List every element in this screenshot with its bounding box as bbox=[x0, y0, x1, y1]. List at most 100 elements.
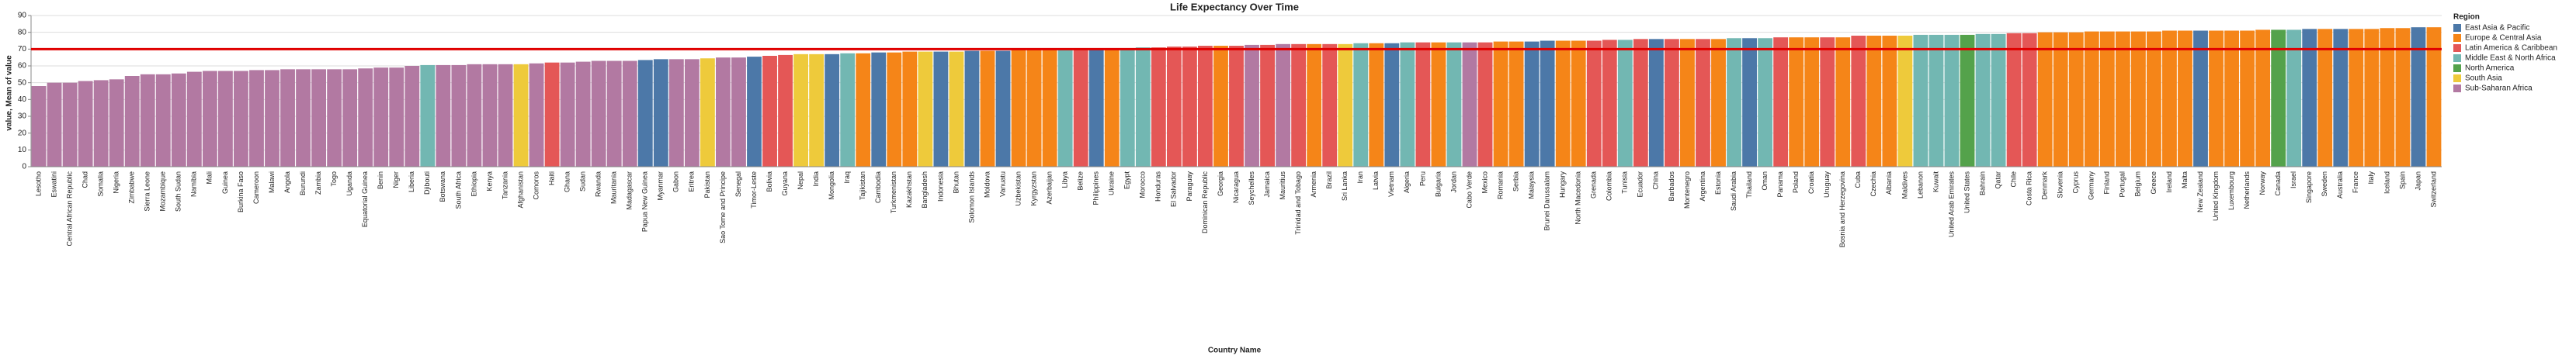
x-tick-label: Argentina bbox=[1699, 171, 1706, 202]
x-tick-label: Malawi bbox=[268, 171, 276, 193]
x-tick-label: Saudi Arabia bbox=[1730, 171, 1738, 211]
bar bbox=[1369, 43, 1384, 167]
bar bbox=[2426, 27, 2442, 167]
bar bbox=[217, 71, 233, 167]
x-tick-label: Denmark bbox=[2041, 171, 2049, 200]
bar bbox=[2084, 31, 2099, 167]
bar bbox=[155, 74, 171, 167]
bar bbox=[2130, 31, 2146, 167]
bar bbox=[78, 81, 93, 167]
x-tick-label: Estonia bbox=[1714, 171, 1722, 195]
bar bbox=[731, 57, 746, 167]
x-tick-label: Belgium bbox=[2134, 171, 2142, 197]
bar bbox=[2395, 28, 2411, 167]
x-tick-label: Sri Lanka bbox=[1341, 171, 1349, 201]
x-tick-label: Belize bbox=[1077, 171, 1085, 191]
bar bbox=[1789, 37, 1804, 167]
bar bbox=[778, 54, 793, 167]
bar bbox=[1696, 39, 1710, 167]
x-tick-label: Latvia bbox=[1372, 171, 1380, 190]
x-tick-label: Ukraine bbox=[1108, 171, 1116, 195]
bar bbox=[513, 64, 529, 167]
x-tick-label: Eswatini bbox=[50, 171, 57, 198]
bar bbox=[1026, 49, 1042, 167]
y-tick-label: 70 bbox=[18, 45, 27, 54]
x-tick-label: Kenya bbox=[485, 171, 493, 192]
x-tick-label: Germany bbox=[2088, 171, 2095, 201]
bar bbox=[871, 52, 887, 167]
x-tick-label: India bbox=[812, 171, 820, 187]
y-tick-label: 20 bbox=[18, 129, 27, 137]
x-tick-label: Spain bbox=[2398, 171, 2406, 189]
bar bbox=[1851, 36, 1866, 167]
bar bbox=[2286, 29, 2302, 167]
bar bbox=[1508, 41, 1524, 167]
x-tick-label: Ireland bbox=[2165, 171, 2173, 193]
y-tick-label: 90 bbox=[18, 12, 27, 20]
bar bbox=[995, 50, 1011, 167]
x-tick-label: Namibia bbox=[190, 171, 198, 197]
bar bbox=[186, 71, 202, 167]
x-tick-label: Mexico bbox=[1481, 171, 1488, 194]
x-tick-label: Ethiopia bbox=[470, 171, 477, 197]
x-tick-label: Oman bbox=[1761, 171, 1769, 191]
legend-swatch bbox=[2453, 24, 2461, 32]
bar bbox=[1245, 44, 1259, 167]
x-tick-label: Uruguay bbox=[1823, 171, 1831, 198]
bar bbox=[840, 53, 856, 167]
bar bbox=[637, 60, 653, 167]
x-tick-label: Equatorial Guinea bbox=[361, 171, 369, 227]
x-tick-label: Mauritius bbox=[1279, 171, 1286, 200]
x-tick-label: Ecuador bbox=[1637, 171, 1644, 198]
bar bbox=[1727, 38, 1741, 167]
bar bbox=[1711, 39, 1726, 167]
x-tick-label: Benin bbox=[377, 171, 384, 189]
legend-label: North America bbox=[2465, 64, 2515, 73]
x-tick-label: Mongolia bbox=[828, 171, 835, 200]
bar bbox=[1260, 44, 1275, 167]
x-tick-label: Costa Rica bbox=[2026, 171, 2033, 205]
bar bbox=[1384, 43, 1400, 167]
x-tick-label: Bosnia and Herzegovina bbox=[1838, 171, 1846, 247]
bar bbox=[1913, 34, 1929, 167]
bar bbox=[887, 52, 902, 167]
bar bbox=[1198, 46, 1213, 167]
bar bbox=[2006, 33, 2022, 167]
x-tick-label: Libya bbox=[1061, 171, 1069, 188]
bar bbox=[1057, 49, 1073, 167]
bar bbox=[1929, 34, 1944, 167]
x-tick-label: Uzbekistan bbox=[1014, 171, 1022, 206]
x-tick-label: Philippines bbox=[1092, 171, 1100, 205]
bar bbox=[420, 64, 436, 167]
bar bbox=[1960, 34, 1975, 167]
legend-swatch bbox=[2453, 74, 2461, 82]
bar bbox=[747, 57, 762, 167]
bar bbox=[964, 50, 980, 167]
bar bbox=[373, 67, 389, 167]
bar bbox=[2224, 30, 2239, 167]
bar bbox=[124, 76, 140, 167]
x-tick-label: Nepal bbox=[797, 171, 804, 190]
bar bbox=[762, 56, 777, 167]
bar bbox=[171, 73, 186, 167]
bar bbox=[1991, 33, 2006, 167]
y-tick-label: 80 bbox=[18, 28, 27, 36]
x-tick-label: Barbados bbox=[1668, 171, 1675, 202]
x-tick-label: Togo bbox=[330, 171, 338, 187]
x-tick-label: Turkmenistan bbox=[890, 171, 897, 213]
x-tick-label: Slovenia bbox=[2057, 171, 2064, 198]
bar bbox=[529, 63, 544, 167]
bar bbox=[498, 64, 513, 167]
bar bbox=[1166, 47, 1182, 167]
bar bbox=[234, 71, 248, 167]
bar bbox=[2193, 30, 2208, 167]
bar bbox=[1135, 47, 1151, 167]
bar bbox=[949, 51, 964, 167]
bar bbox=[1648, 39, 1664, 167]
legend-swatch bbox=[2453, 34, 2461, 42]
x-tick-label: Kazakhstan bbox=[905, 171, 913, 208]
bar bbox=[1276, 43, 1291, 167]
x-tick-label: Bhutan bbox=[952, 171, 960, 194]
x-tick-label: Japan bbox=[2414, 171, 2422, 191]
bar bbox=[327, 69, 342, 167]
